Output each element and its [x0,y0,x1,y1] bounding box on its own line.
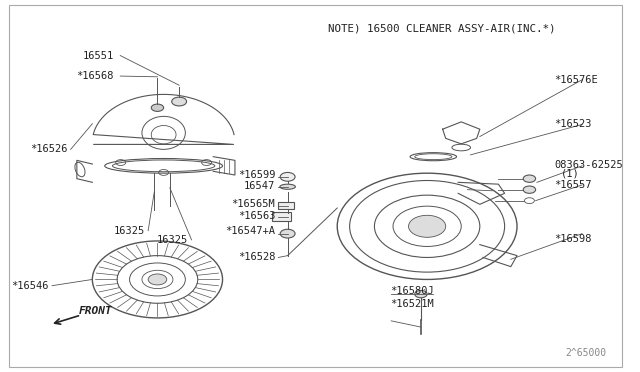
Text: 16325: 16325 [114,226,145,236]
Text: *16526: *16526 [30,144,68,154]
Text: *16546: *16546 [12,280,49,291]
Text: 16551: 16551 [83,51,114,61]
Text: *16557: *16557 [554,180,592,190]
Text: *16563: *16563 [237,211,275,221]
Circle shape [415,291,427,298]
Circle shape [280,229,295,238]
Circle shape [524,175,536,182]
Text: *16528: *16528 [237,253,275,263]
Text: NOTE) 16500 CLEANER ASSY-AIR(INC.*): NOTE) 16500 CLEANER ASSY-AIR(INC.*) [328,23,556,33]
Text: (1): (1) [561,169,579,179]
Circle shape [148,274,167,285]
Text: *16521M: *16521M [390,299,434,309]
Text: *16547+A: *16547+A [225,226,275,236]
Text: *16580J: *16580J [390,286,434,296]
FancyBboxPatch shape [278,202,294,209]
Text: *16523: *16523 [554,119,592,129]
FancyBboxPatch shape [271,212,291,221]
Circle shape [151,104,164,111]
Text: 2^65000: 2^65000 [566,348,607,358]
Text: 08363-62525: 08363-62525 [554,160,623,170]
Text: *16576E: *16576E [554,75,598,85]
Text: FRONT: FRONT [79,306,113,316]
Text: 16547: 16547 [244,181,275,191]
Circle shape [408,215,445,237]
Circle shape [524,186,536,193]
Text: *16598: *16598 [554,234,592,244]
Ellipse shape [280,184,296,189]
Circle shape [280,173,295,181]
Circle shape [172,97,187,106]
Text: *16568: *16568 [77,71,114,81]
Text: *16565M: *16565M [232,199,275,209]
Text: *16599: *16599 [237,170,275,180]
Text: 16325: 16325 [157,235,188,245]
